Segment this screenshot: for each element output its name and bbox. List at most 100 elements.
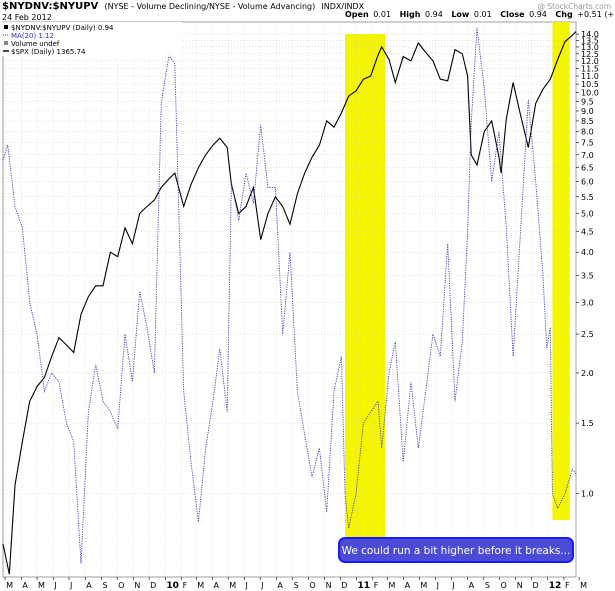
x-tick-label: J [69,581,72,590]
header-title-line: $NYDNV:$NYUPV (NYSE - Volume Declining/N… [2,1,365,12]
y-tick-label: 4.5 [581,228,594,237]
x-tick-label: O [309,581,315,590]
x-tick-label: A [469,581,475,590]
y-tick-label: 2.0 [581,369,594,378]
x-tick-label: S [294,581,299,590]
annotation-text: We could run a bit higher before it brea… [342,545,571,557]
y-tick-label: 12.0 [581,57,599,66]
open-label: Open [345,10,369,19]
symbol-description: (NYSE - Volume Declining/NYSE - Volume A… [104,2,315,11]
plot-frame [2,21,577,578]
y-tick-label: 11.5 [581,64,599,73]
x-tick-label: A [277,581,283,590]
exchange-label: INDX/INDX [321,2,364,11]
high-value: 0.94 [425,10,443,19]
x-tick-label: J [260,581,263,590]
y-tick-label: 10.5 [581,80,599,89]
x-tick-label: N [326,581,332,590]
y-tick-label: 7.0 [581,151,594,160]
y-tick-label: 1.0 [581,490,594,499]
open-value: 0.01 [373,10,391,19]
y-tick-label: 5.0 [581,209,594,218]
x-tick-label: F [183,581,188,590]
x-tick-label: S [102,581,107,590]
y-tick-label: 3.5 [581,272,594,281]
chg-label: Chg [555,10,573,19]
x-tick-label: M [420,581,427,590]
low-label: Low [451,10,470,19]
x-tick-label: O [501,581,507,590]
x-tick-label: A [405,581,411,590]
y-axis-ticks: 14.013.513.012.512.011.511.010.510.09.59… [576,30,599,499]
y-tick-label: 13.5 [581,36,599,45]
y-tick-label: 14.0 [581,30,599,39]
series-layer [2,27,577,575]
legend-entry: Volume undef [11,40,60,48]
y-tick-label: 1.5 [581,419,594,428]
legend-entry: $SPX (Daily) 1365.74 [11,48,86,56]
x-tick-label: S [485,581,490,590]
legend-entry: $NYDNV:$NYUPV (Daily) 0.94 [11,24,114,32]
x-tick-label: F [374,581,379,590]
x-tick-label: M [388,581,395,590]
y-tick-label: 8.0 [581,128,594,137]
x-tick-label: D [532,581,538,590]
y-tick-label: 9.5 [581,98,594,107]
low-value: 0.01 [474,10,492,19]
series-line-ma20 [2,27,577,564]
x-tick-label: D [341,581,347,590]
x-tick-label: M [229,581,236,590]
x-tick-label: M [38,581,45,590]
x-tick-label: M [6,581,13,590]
x-axis-ticks: M A M J J A S O N D 10 F M A M J J A S O N D 11 F M A M J J A S O N D 12 F M [4,577,587,591]
watermark: @ StockCharts.com [537,2,611,11]
y-tick-label: 2.5 [581,330,594,339]
legend-marker-volume [4,41,8,45]
ohlc-readout: Open 0.01 High 0.94 Low 0.01 Close 0.94 … [345,10,615,19]
x-tick-label: N [134,581,140,590]
x-tick-label: F [565,581,570,590]
x-tick-label: D [150,581,156,590]
x-tick-label: 11 [358,581,371,591]
x-tick-label: A [22,581,28,590]
highlight-band-2 [552,22,570,521]
y-tick-label: 10.0 [581,89,599,98]
y-tick-label: 5.5 [581,193,594,202]
y-tick-label: 6.0 [581,178,594,187]
close-label: Close [500,10,525,19]
y-tick-label: 8.5 [581,117,594,126]
y-tick-label: 13.0 [581,43,599,52]
y-tick-label: 7.5 [581,139,594,148]
x-tick-label: J [244,581,247,590]
y-tick-label: 3.0 [581,298,594,307]
x-tick-label: A [214,581,220,590]
x-tick-label: J [436,581,439,590]
annotation-box [338,537,574,563]
chg-value: +0.51 (+121.51%) [577,10,615,19]
x-tick-label: J [53,581,56,590]
annotation-callout: We could run a bit higher before it brea… [338,537,574,563]
x-tick-label: 12 [549,581,562,591]
x-tick-label: M [580,581,587,590]
series-line-spx [2,31,577,575]
x-tick-label: 10 [166,581,179,591]
high-label: High [400,10,421,19]
x-tick-label: A [86,581,92,590]
y-tick-label: 4.0 [581,248,594,257]
highlight-band-1 [345,34,386,538]
header-date: 24 Feb 2012 [2,13,52,22]
legend-background [2,22,182,56]
legend-marker-price [4,25,8,29]
legend-entry: MA(20) 1.12 [11,32,54,40]
y-tick-label: 11.0 [581,72,599,81]
x-tick-label: O [118,581,124,590]
chart-header: $NYDNV:$NYUPV (NYSE - Volume Declining/N… [2,1,615,22]
y-tick-label: 9.0 [581,107,594,116]
y-tick-label: 12.5 [581,50,599,59]
y-tick-label: 6.5 [581,164,594,173]
x-tick-label: M [197,581,204,590]
grid-lines [3,22,576,577]
close-value: 0.94 [529,10,547,19]
x-tick-label: N [517,581,523,590]
